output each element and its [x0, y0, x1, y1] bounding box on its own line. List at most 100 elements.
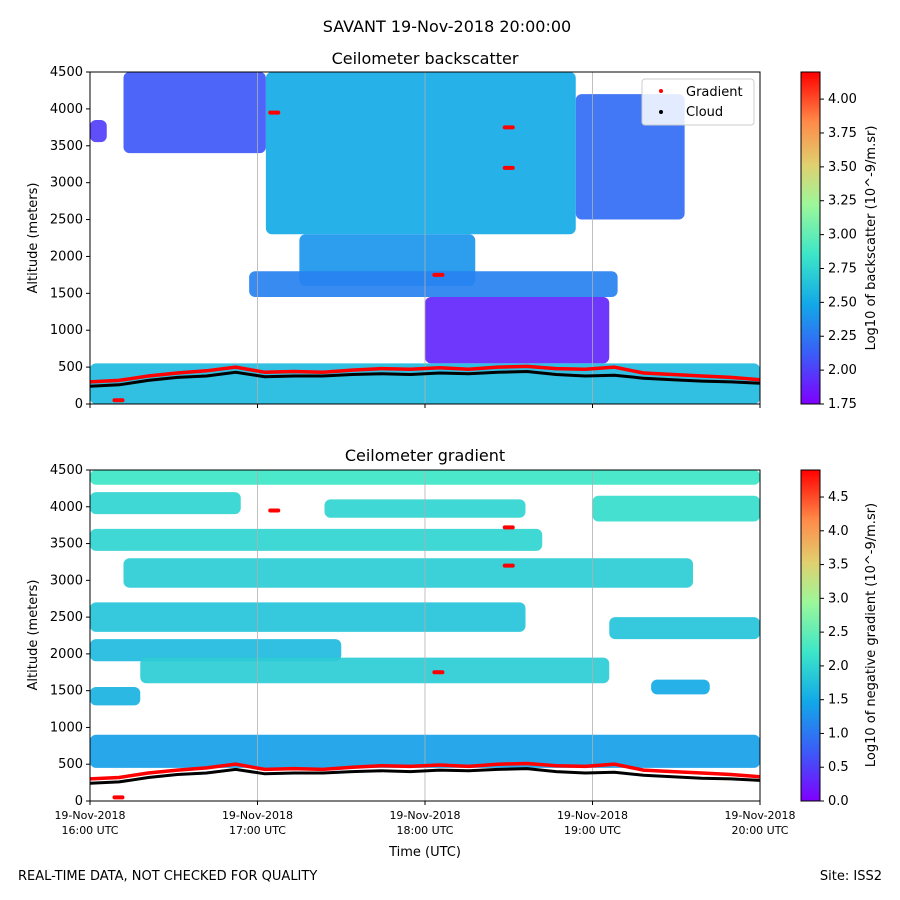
colorbar-tick-label: 1.75: [828, 397, 857, 412]
gradient-point: [268, 110, 281, 115]
detection-markers: [90, 508, 760, 800]
quality-disclaimer: REAL-TIME DATA, NOT CHECKED FOR QUALITY: [18, 869, 318, 884]
x-axis-ticks: [89, 404, 761, 408]
colorbar-tick-label: 4.0: [828, 524, 849, 539]
panel-title: Ceilometer backscatter: [332, 49, 519, 68]
colorbar-tick-label: 3.5: [828, 558, 849, 573]
panel-backscatter: Ceilometer backscatter 0 500 1000 1500 2000 2…: [26, 49, 879, 412]
gradient-point: [502, 563, 515, 568]
gradient-point: [502, 165, 515, 170]
x-axis-ticks: 19-Nov-2018 16:00 UTC 19-Nov-2018 17:00 UTC…: [54, 801, 796, 837]
colorbar-tick-label: 4.5: [828, 490, 849, 505]
x-tick-label: 20:00 UTC: [731, 824, 788, 837]
legend-label-gradient: Gradient: [686, 85, 743, 100]
legend-marker-cloud: [659, 110, 663, 114]
y-tick-label: 3500: [50, 537, 83, 552]
heatmap-cell: [651, 679, 710, 695]
gridlines: [257, 72, 593, 404]
heatmap-cell: [90, 492, 241, 515]
colorbar-tick-label: 2.25: [828, 329, 857, 344]
site-label: Site: ISS2: [819, 869, 882, 884]
colorbar-tick-label: 3.25: [828, 194, 857, 209]
gradient-point: [112, 398, 125, 403]
x-tick-label: 19-Nov-2018: [222, 809, 293, 822]
colorbar-ticks: 0.0 0.5 1.0 1.5 2.0 2.5 3.0 3.5 4.0 4.5: [820, 490, 849, 809]
y-tick-label: 1500: [50, 684, 83, 699]
legend-label-cloud: Cloud: [686, 105, 723, 120]
y-tick-label: 2000: [50, 647, 83, 662]
y-tick-label: 0: [75, 794, 83, 809]
colorbar-tick-label: 2.50: [828, 295, 857, 310]
colorbar-tick-label: 4.00: [828, 92, 857, 107]
y-tick-label: 3000: [50, 176, 83, 191]
colorbar-tick-label: 2.00: [828, 363, 857, 378]
heatmap-cell: [90, 528, 543, 551]
colorbar-tick-label: 2.75: [828, 261, 857, 276]
heatmap-cell: [265, 72, 576, 235]
y-tick-label: 4000: [50, 500, 83, 515]
y-tick-label: 4500: [50, 463, 83, 478]
y-tick-label: 3500: [50, 139, 83, 154]
y-tick-label: 3000: [50, 573, 83, 588]
gradient-point: [502, 125, 515, 130]
gradient-point: [268, 508, 281, 513]
y-tick-label: 1500: [50, 286, 83, 301]
gradient-point: [112, 795, 125, 800]
y-tick-label: 2000: [50, 249, 83, 264]
y-tick-label: 0: [75, 397, 83, 412]
heatmap-cell: [90, 686, 141, 706]
colorbar-tick-label: 0.0: [828, 794, 849, 809]
colorbar-tick-label: 0.5: [828, 760, 849, 775]
legend: Gradient Cloud: [641, 78, 755, 126]
x-tick-label: 16:00 UTC: [61, 824, 118, 837]
panel-title: Ceilometer gradient: [345, 446, 505, 465]
x-tick-label: 19-Nov-2018: [389, 809, 460, 822]
colorbar-label: Log10 of negative gradient (10^-9/m.sr): [864, 503, 879, 767]
y-axis-label: Altitude (meters): [26, 183, 41, 294]
y-tick-label: 1000: [50, 323, 83, 338]
colorbar-tick-label: 3.00: [828, 228, 857, 243]
colorbar-tick-label: 1.5: [828, 693, 849, 708]
y-axis-ticks: 0 500 1000 1500 2000 2500 3000 3500 4000 4500: [50, 65, 90, 412]
gradient-point: [432, 272, 445, 277]
heatmap-cell: [123, 72, 266, 154]
x-tick-label: 19-Nov-2018: [54, 809, 125, 822]
y-tick-label: 1000: [50, 720, 83, 735]
y-axis-label: Altitude (meters): [26, 580, 41, 691]
gradient-point: [502, 525, 515, 530]
x-tick-label: 17:00 UTC: [229, 824, 286, 837]
colorbar-tick-label: 1.0: [828, 726, 849, 741]
legend-marker-gradient: [659, 89, 663, 93]
panel-gradient: Ceilometer gradient 0 500 1000 1500 2000 2500…: [26, 446, 879, 837]
heatmap-cell: [140, 657, 610, 684]
y-tick-label: 2500: [50, 610, 83, 625]
colorbar-ticks: 1.75 2.00 2.25 2.50 2.75 3.00 3.25 3.50 3.75 4.00: [820, 92, 857, 412]
heatmap-cell: [90, 119, 107, 143]
gridlines: [257, 470, 593, 801]
x-tick-label: 19:00 UTC: [564, 824, 621, 837]
suptitle: SAVANT 19-Nov-2018 20:00:00: [323, 17, 571, 36]
colorbar: [800, 71, 821, 405]
cloud-layer-line: [90, 369, 760, 388]
x-axis-label: Time (UTC): [388, 845, 461, 860]
y-axis-ticks: 0 500 1000 1500 2000 2500 3000 3500 4000 4500: [50, 463, 90, 809]
x-tick-label: 19-Nov-2018: [557, 809, 628, 822]
cloud-layer-line: [90, 767, 760, 785]
heatmap-cell: [425, 297, 610, 364]
heatmap-cell: [609, 617, 760, 640]
x-tick-label: 18:00 UTC: [396, 824, 453, 837]
colorbar-tick-label: 3.0: [828, 591, 849, 606]
gradient-layer-line: [90, 761, 760, 781]
x-tick-label: 19-Nov-2018: [724, 809, 795, 822]
colorbar: [800, 469, 821, 802]
legend-box: [641, 78, 755, 126]
y-tick-label: 2500: [50, 213, 83, 228]
heatmap-cell: [249, 271, 618, 298]
gradient-layer-line: [90, 364, 760, 384]
colorbar-tick-label: 2.5: [828, 625, 849, 640]
colorbar-tick-label: 3.50: [828, 160, 857, 175]
heatmap-cell: [90, 639, 342, 662]
heatmap-cell: [90, 602, 526, 632]
colorbar-tick-label: 2.0: [828, 659, 849, 674]
